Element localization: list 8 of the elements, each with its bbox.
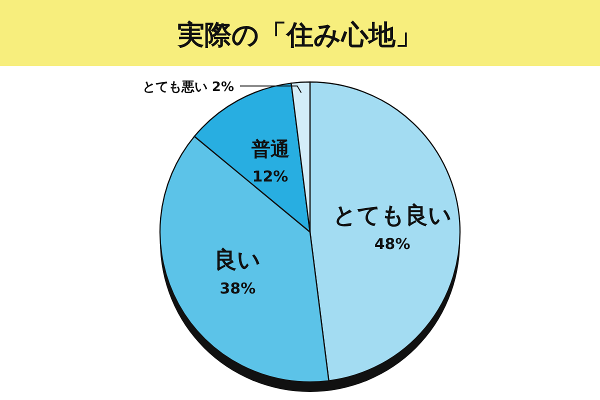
slice-label: とても悪い 2% xyxy=(142,80,234,95)
data-label: 48% xyxy=(374,234,410,253)
chart-title: 実際の「住み心地」 xyxy=(176,20,422,51)
slice-label: 良い xyxy=(214,246,262,274)
slice-label: 普通 xyxy=(250,138,290,161)
data-label: 12% xyxy=(252,168,288,186)
data-label: 38% xyxy=(220,280,256,298)
slice-label: とても良い xyxy=(332,202,452,229)
